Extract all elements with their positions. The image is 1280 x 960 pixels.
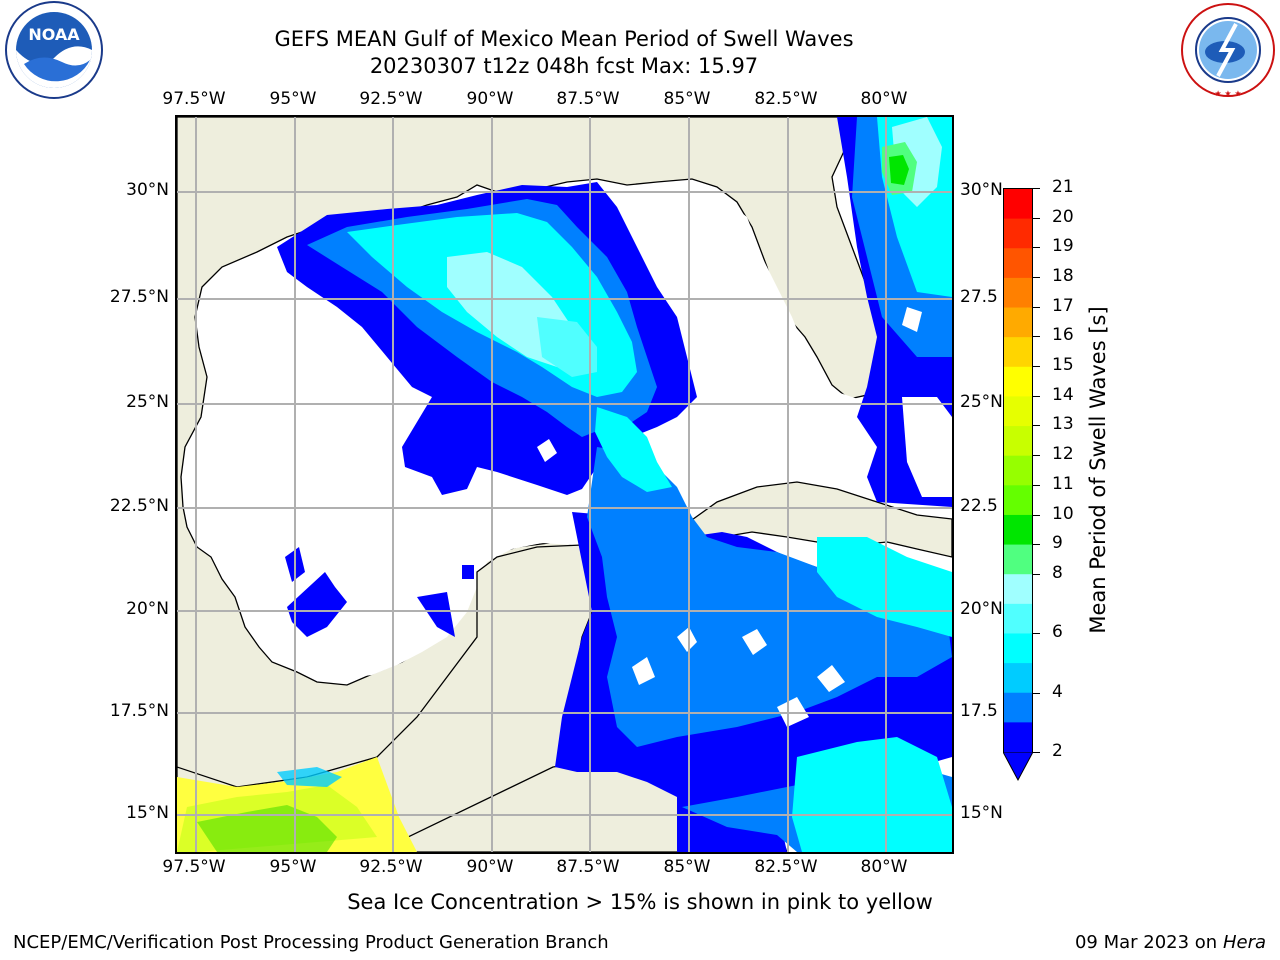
colorbar-tick-mark [1033, 455, 1040, 457]
x-tick-bottom: 80°W [860, 857, 908, 877]
colorbar-extend-triangle [1003, 752, 1033, 782]
x-tick-bottom: 82.5°W [754, 857, 818, 877]
colorbar-swatch [1004, 692, 1032, 723]
x-tick-top: 82.5°W [754, 89, 818, 109]
colorbar-tick-label: 12 [1052, 444, 1074, 465]
y-tick-left: 15°N [126, 803, 169, 823]
colorbar-tick-label: 14 [1052, 384, 1074, 405]
chart-title: GEFS MEAN Gulf of Mexico Mean Period of … [274, 27, 854, 51]
colorbar-tick-label: 21 [1052, 177, 1074, 197]
colorbar-swatch [1004, 603, 1032, 634]
colorbar-tick-mark [1033, 306, 1040, 308]
colorbar-swatch [1004, 218, 1032, 249]
colorbar-tick-mark [1033, 544, 1040, 546]
x-tick-top: 80°W [860, 89, 908, 109]
x-tick-top: 92.5°W [359, 89, 423, 109]
colorbar-tick-mark [1033, 247, 1040, 249]
map-gridlines [177, 117, 952, 852]
land-cuba [680, 481, 952, 558]
colorbar-tick-label: 15 [1052, 355, 1074, 376]
y-tick-left: 25°N [126, 392, 169, 412]
x-tick-top: 95°W [269, 89, 317, 109]
x-tick-bottom: 92.5°W [359, 857, 423, 877]
colorbar-tick-mark [1033, 217, 1040, 219]
colorbar-tick-label: 2 [1052, 741, 1063, 761]
y-tick-right: 25°N [960, 392, 1003, 412]
y-tick-right: 27.5 [960, 287, 998, 307]
svg-text:★ ★ ★: ★ ★ ★ [1214, 89, 1241, 98]
colorbar-swatch [1004, 663, 1032, 694]
colorbar-tick-label: 8 [1052, 562, 1063, 583]
colorbar-swatch [1004, 722, 1032, 753]
nws-logo: ★ ★ ★ [1178, 0, 1278, 104]
y-tick-right: 30°N [960, 180, 1003, 200]
colorbar-tick-mark [1033, 336, 1040, 338]
colorbar [1003, 188, 1033, 753]
colorbar-tick-mark [1033, 395, 1040, 397]
y-tick-right: 17.5 [960, 701, 998, 721]
colorbar-tick-label: 16 [1052, 325, 1074, 346]
x-tick-top: 90°W [466, 89, 514, 109]
colorbar-label: Mean Period of Swell Waves [s] [1086, 306, 1110, 634]
x-tick-top: 97.5°W [162, 89, 226, 109]
map-panel [175, 115, 954, 854]
colorbar-tick-label: 13 [1052, 414, 1074, 435]
colorbar-tick-mark [1033, 633, 1040, 635]
colorbar-tick-label: 17 [1052, 295, 1074, 316]
colorbar-tick-mark [1033, 277, 1040, 279]
x-tick-top: 85°W [663, 89, 711, 109]
credit-text: NCEP/EMC/Verification Post Processing Pr… [13, 932, 609, 953]
y-tick-right: 22.5 [960, 496, 998, 516]
colorbar-tick-label: 20 [1052, 206, 1074, 227]
colorbar-tick-label: 18 [1052, 266, 1074, 287]
x-tick-bottom: 90°W [466, 857, 514, 877]
sea-ice-note: Sea Ice Concentration > 15% is shown in … [347, 890, 933, 914]
x-tick-bottom: 95°W [269, 857, 317, 877]
colorbar-tick-mark [1033, 366, 1040, 368]
colorbar-swatch [1004, 277, 1032, 309]
y-tick-left: 17.5°N [109, 701, 169, 721]
x-tick-bottom: 87.5°W [556, 857, 620, 877]
colorbar-swatch [1004, 426, 1032, 457]
colorbar-swatch [1004, 307, 1032, 338]
colorbar-swatch [1004, 514, 1032, 546]
colorbar-tick-mark [1033, 484, 1040, 486]
colorbar-tick-mark [1033, 752, 1040, 753]
y-tick-left: 22.5°N [109, 496, 169, 516]
x-tick-top: 87.5°W [556, 89, 620, 109]
x-tick-bottom: 97.5°W [162, 857, 226, 877]
chart-subtitle: 20230307 t12z 048h fcst Max: 15.97 [369, 54, 759, 78]
colorbar-tick-label: 11 [1052, 473, 1074, 494]
colorbar-swatch [1004, 485, 1032, 516]
colorbar-tick-label: 9 [1052, 533, 1063, 554]
y-tick-left: 27.5°N [109, 287, 169, 307]
colorbar-swatch [1004, 248, 1032, 279]
colorbar-tick-label: 19 [1052, 236, 1074, 257]
colorbar-swatch [1004, 366, 1032, 397]
colorbar-tick-label: 6 [1052, 622, 1063, 643]
colorbar-swatch [1004, 396, 1032, 427]
colorbar-swatch [1004, 574, 1032, 605]
y-tick-left: 30°N [126, 180, 169, 200]
colorbar-tick-mark [1033, 425, 1040, 427]
y-tick-right: 20°N [960, 599, 1003, 619]
date-stamp: 09 Mar 2023 on Hera [1074, 932, 1266, 953]
colorbar-swatch [1004, 189, 1032, 220]
colorbar-swatch [1004, 633, 1032, 664]
colorbar-tick-mark [1033, 573, 1040, 575]
colorbar-swatch [1004, 455, 1032, 486]
noaa-logo: NOAA [2, 0, 106, 108]
x-tick-bottom: 85°W [663, 857, 711, 877]
colorbar-tick-label: 4 [1052, 681, 1063, 702]
colorbar-tick-mark [1033, 188, 1040, 189]
y-tick-left: 20°N [126, 599, 169, 619]
colorbar-tick-mark [1033, 692, 1040, 694]
colorbar-tick-mark [1033, 514, 1040, 516]
colorbar-tick-label: 10 [1052, 503, 1074, 524]
svg-text:NOAA: NOAA [28, 25, 80, 44]
colorbar-swatch [1004, 337, 1032, 368]
colorbar-swatch [1004, 544, 1032, 575]
y-tick-right: 15°N [960, 803, 1003, 823]
